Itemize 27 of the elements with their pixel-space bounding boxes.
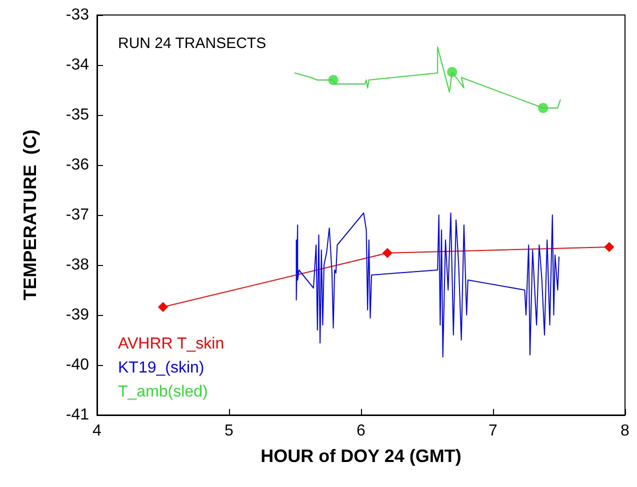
line-series	[296, 212, 560, 358]
point	[382, 248, 392, 258]
point	[447, 67, 458, 77]
y-tick-label: -37	[66, 206, 90, 224]
x-tick-label: 7	[488, 422, 498, 440]
y-tick-label: -33	[66, 6, 90, 24]
point	[538, 103, 548, 113]
x-tick-label: 8	[620, 422, 630, 440]
x-tick-label: 6	[356, 422, 366, 440]
x-tick-label: 5	[224, 422, 234, 440]
text: AVHRR T_skin	[118, 336, 224, 352]
text: T_amb(sled)	[118, 384, 208, 400]
point	[604, 242, 614, 252]
y-tick-label: -41	[66, 406, 90, 424]
x-axis-title: HOUR of DOY 24 (GMT)	[260, 446, 462, 466]
y-tick-label: -39	[66, 306, 90, 324]
y-tick-label: -36	[66, 156, 90, 174]
annotation: RUN 24 TRANSECTS	[118, 35, 266, 52]
point	[158, 302, 168, 312]
y-tick-label: -40	[66, 356, 90, 374]
y-tick-label: -38	[66, 256, 90, 274]
y-tick-label: -35	[66, 106, 90, 124]
y-tick-label: -34	[66, 56, 90, 74]
x-tick-label: 4	[92, 422, 102, 440]
point	[328, 75, 338, 85]
y-axis-title: TEMPERATURE (C)	[20, 130, 40, 300]
text: KT19_(skin)	[118, 360, 204, 376]
